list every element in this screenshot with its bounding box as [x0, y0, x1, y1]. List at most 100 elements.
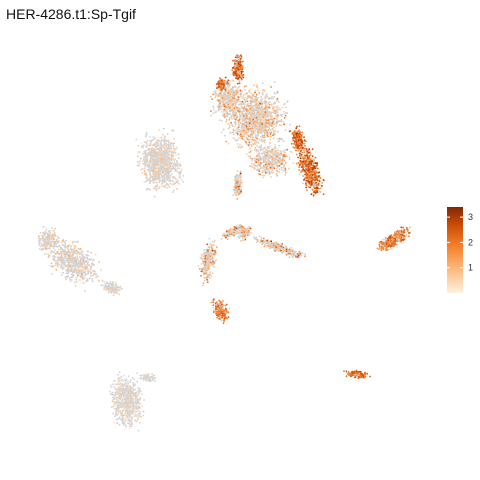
data-point	[149, 189, 152, 191]
data-point	[316, 187, 318, 190]
data-point	[251, 134, 254, 137]
data-point	[174, 149, 177, 152]
data-point	[217, 81, 220, 84]
data-point	[309, 150, 312, 153]
data-point	[238, 119, 241, 122]
data-point	[302, 166, 305, 168]
data-point	[178, 182, 180, 185]
data-point	[229, 132, 232, 135]
data-point	[233, 91, 235, 94]
data-point	[317, 175, 320, 178]
data-point	[136, 164, 139, 167]
data-point	[166, 183, 169, 186]
data-point	[256, 84, 258, 86]
data-point	[265, 119, 268, 121]
data-point	[240, 129, 243, 132]
data-point	[260, 115, 263, 117]
data-point	[218, 108, 221, 111]
data-point	[242, 118, 245, 121]
data-point	[236, 114, 239, 117]
data-point	[67, 262, 70, 264]
data-point	[249, 95, 252, 98]
data-point	[167, 166, 169, 168]
data-point	[77, 240, 79, 243]
data-point	[248, 124, 251, 127]
data-point	[170, 159, 173, 161]
data-point	[169, 179, 172, 181]
data-point	[170, 183, 173, 186]
data-point	[64, 276, 67, 279]
data-point	[237, 126, 240, 129]
data-point	[235, 100, 238, 103]
data-point	[60, 271, 63, 274]
data-point	[229, 80, 231, 82]
data-point	[88, 269, 91, 272]
data-point	[296, 125, 298, 128]
data-point	[264, 122, 267, 125]
data-point	[249, 136, 252, 139]
data-point	[321, 185, 323, 187]
data-point	[71, 275, 74, 278]
data-point	[282, 140, 285, 143]
data-point	[86, 262, 89, 265]
data-point	[276, 97, 279, 100]
data-point	[239, 67, 242, 70]
data-point	[174, 182, 177, 184]
data-point	[216, 86, 219, 89]
data-point	[164, 138, 166, 141]
data-point	[264, 139, 267, 142]
data-point	[149, 142, 152, 145]
data-point	[149, 167, 152, 169]
data-point	[234, 125, 236, 128]
data-point	[54, 262, 57, 265]
data-point	[300, 138, 302, 141]
data-point	[141, 172, 144, 174]
data-point	[148, 170, 151, 173]
data-point	[163, 136, 166, 139]
data-point	[282, 169, 285, 172]
data-point	[278, 171, 280, 174]
data-point	[167, 147, 170, 150]
data-point	[167, 174, 170, 177]
data-point	[92, 263, 95, 266]
data-point	[240, 64, 243, 66]
data-point	[268, 126, 270, 128]
data-point	[223, 91, 226, 93]
data-point	[162, 133, 164, 136]
data-point	[237, 89, 239, 92]
data-point	[77, 259, 80, 262]
data-point	[236, 87, 239, 89]
data-point	[172, 168, 175, 170]
data-point	[278, 144, 281, 147]
data-point	[58, 264, 61, 266]
data-point	[242, 116, 245, 119]
data-point	[265, 131, 267, 134]
data-point	[177, 157, 180, 160]
data-point	[240, 124, 243, 127]
data-point	[271, 167, 273, 169]
data-point	[297, 139, 300, 142]
data-point	[153, 195, 156, 198]
data-point	[233, 110, 236, 113]
data-point	[229, 93, 232, 96]
data-point	[156, 165, 159, 168]
data-point	[240, 95, 242, 98]
data-point	[224, 87, 226, 89]
data-point	[272, 148, 275, 151]
data-point	[243, 85, 246, 88]
data-point	[289, 123, 291, 126]
data-point	[158, 174, 160, 176]
data-point	[173, 160, 176, 163]
data-point	[212, 93, 215, 96]
data-point	[180, 178, 183, 181]
data-point	[238, 85, 241, 88]
data-point	[271, 148, 273, 151]
data-point	[312, 166, 315, 169]
data-point	[261, 148, 264, 151]
data-point	[262, 110, 264, 112]
data-point	[254, 146, 257, 149]
data-point	[71, 248, 74, 251]
data-point	[301, 165, 303, 168]
data-point	[276, 118, 278, 121]
data-point	[276, 138, 279, 141]
